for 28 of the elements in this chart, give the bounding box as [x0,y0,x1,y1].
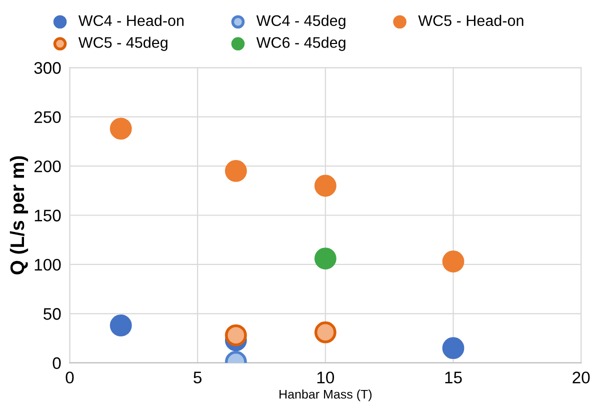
y-axis-title: Q (L/s per m) [10,156,28,274]
point [110,314,132,336]
x-tick-label: 20 [572,372,590,384]
y-tick-label: 100 [34,258,61,271]
legend-label: WC5 - Head-on [418,14,524,26]
legend-label: WC6 - 45deg [256,36,346,51]
x-tick-label: 10 [317,372,334,384]
legend-label: WC4 - 45deg [256,14,346,30]
y-tick-label: 250 [34,111,61,124]
y-tick-label: 50 [44,308,61,320]
x-tick-label: 5 [194,372,202,384]
legend-label: WC5 - 45deg [78,36,168,51]
y-tick-label: 150 [34,210,61,222]
x-axis-title: Hanbar Mass (T) [280,390,372,402]
point [224,160,247,182]
point [314,174,336,197]
point [314,248,336,270]
x-tick-label: 15 [445,372,462,384]
legend-label: WC4 - Head-on [78,14,184,26]
x-tick-label: 0 [66,372,74,384]
point [442,250,464,272]
point [110,118,132,140]
point [442,337,464,360]
point [314,321,336,344]
y-tick-label: 300 [34,62,61,74]
point [224,324,247,346]
y-tick-label: 0 [52,357,61,370]
y-tick-label: 200 [34,160,61,172]
